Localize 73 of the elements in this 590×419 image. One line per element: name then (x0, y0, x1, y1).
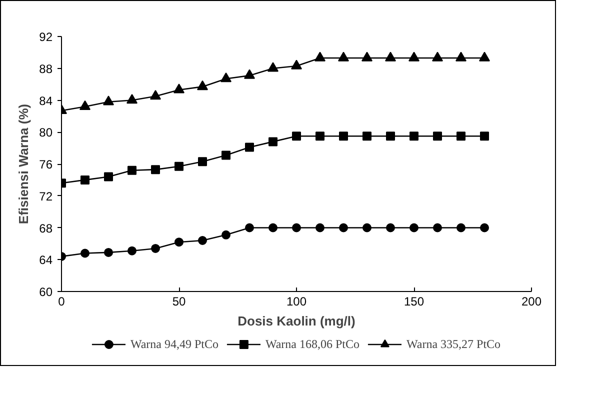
point (480, 223, 489, 232)
point (480, 132, 489, 141)
point (410, 223, 418, 232)
y-axis-title: Efisiensi Warna (%) (16, 104, 32, 224)
point (314, 52, 326, 62)
point (245, 223, 254, 232)
y-tick-label: 80 (39, 126, 53, 140)
point (456, 52, 466, 62)
point (433, 132, 442, 141)
point (386, 223, 395, 232)
point (80, 175, 90, 184)
point (174, 84, 184, 94)
point (456, 223, 466, 232)
x-axis-title: Dosis Kaolin (mg/l) (238, 314, 356, 328)
legend-label: Warna 335,27 PtCo (406, 336, 501, 352)
point (104, 248, 113, 257)
point (268, 137, 278, 146)
point (292, 132, 301, 141)
point (174, 238, 184, 247)
x-tick-label: 200 (521, 294, 542, 308)
y-tick-label: 88 (39, 62, 53, 76)
point (339, 223, 348, 232)
point (197, 80, 208, 90)
point (268, 223, 278, 232)
point (128, 246, 136, 256)
point (456, 132, 466, 141)
point (316, 132, 324, 141)
point (291, 60, 302, 70)
point (338, 52, 349, 62)
point (292, 223, 301, 232)
point (103, 96, 114, 106)
point (339, 132, 348, 141)
point (245, 142, 254, 152)
point (362, 52, 372, 62)
point (80, 248, 90, 258)
point (222, 150, 230, 160)
point (151, 244, 160, 253)
x-tick-label: 50 (172, 294, 186, 308)
y-tick-label: 84 (39, 94, 53, 108)
point (432, 52, 443, 62)
point (385, 52, 396, 62)
y-tick-label: 64 (39, 253, 53, 268)
point (128, 166, 136, 175)
y-tick-label: 60 (39, 285, 53, 299)
point (222, 230, 230, 240)
point (479, 52, 490, 62)
y-tick-label: 76 (39, 158, 53, 172)
legend-label: Warna 168,06 PtCo (265, 336, 360, 352)
point (151, 165, 160, 174)
point (80, 100, 90, 110)
point (362, 223, 372, 232)
point (198, 236, 207, 245)
y-tick-label: 72 (39, 189, 53, 204)
point (410, 132, 418, 141)
x-tick-label: 100 (286, 294, 307, 308)
y-tick-label: 68 (39, 221, 53, 236)
x-tick-label: 0 (58, 294, 66, 308)
point (362, 132, 372, 141)
point (126, 94, 138, 104)
x-tick-label: 150 (404, 294, 424, 308)
point (150, 90, 161, 100)
point (268, 62, 278, 72)
point (386, 132, 395, 141)
legend-label: Warna 94,49 PtCo (130, 336, 218, 352)
point (316, 223, 324, 232)
point (220, 72, 232, 82)
point (408, 52, 420, 62)
point (433, 223, 442, 232)
point (244, 69, 255, 79)
point (104, 172, 113, 182)
point (198, 157, 207, 166)
point (174, 162, 184, 171)
y-tick-label: 92 (39, 30, 53, 44)
